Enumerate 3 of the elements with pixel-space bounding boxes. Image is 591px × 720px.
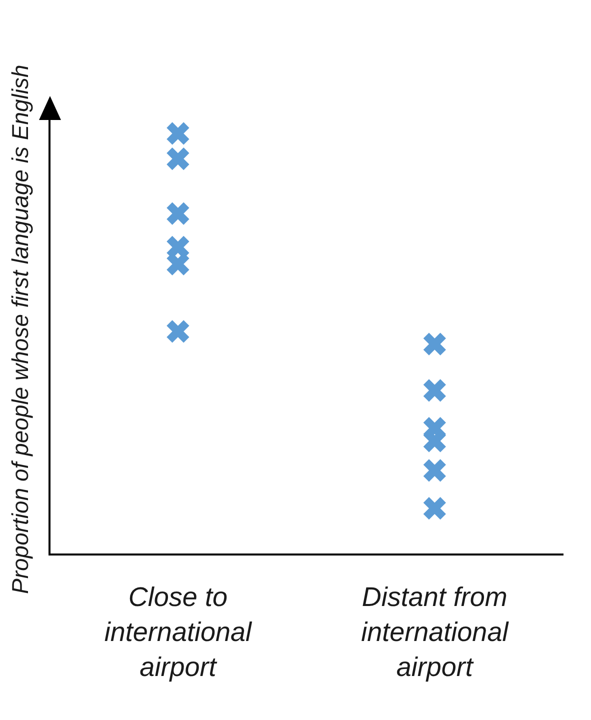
y-axis-title: Proportion of people whose first language is English xyxy=(7,64,34,594)
x-tick-label: Distant from international airport xyxy=(361,582,510,682)
x-tick-label: Close to international airport xyxy=(104,582,252,682)
